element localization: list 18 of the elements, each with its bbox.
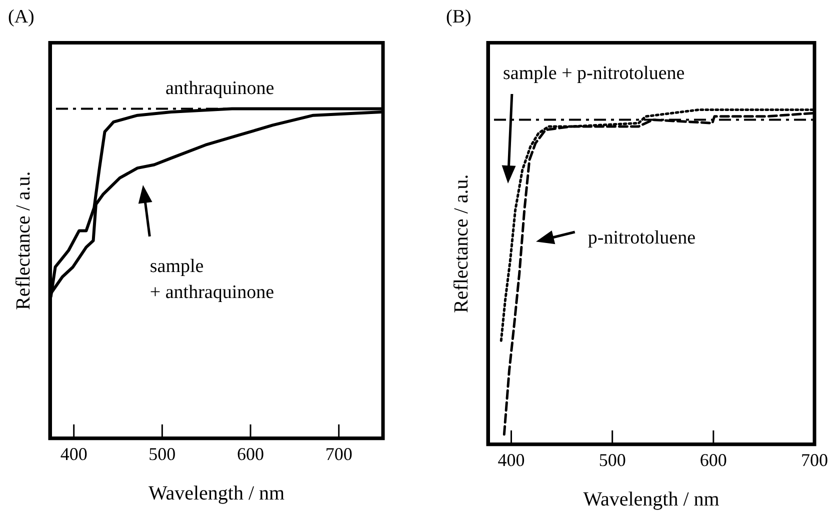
x-tick-label: 700 bbox=[325, 444, 352, 464]
x-tick-label: 500 bbox=[148, 444, 176, 464]
x-tick-label: 400 bbox=[498, 450, 525, 470]
text: sample + p-nitrotoluene bbox=[503, 62, 685, 84]
x-tick-label: 600 bbox=[237, 444, 264, 464]
chart-title: (B) bbox=[446, 6, 472, 28]
chart-title: (A) bbox=[8, 6, 34, 28]
x-axis-title: Wavelength / nm bbox=[583, 488, 720, 510]
x-tick-label: 700 bbox=[801, 450, 828, 470]
x-axis-title: Wavelength / nm bbox=[148, 482, 286, 504]
text: anthraquinone bbox=[165, 78, 274, 100]
y-axis-title: Reflectance / a.u. bbox=[12, 171, 34, 310]
y-axis-title: Reflectance / a.u. bbox=[450, 174, 472, 314]
x-tick-label: 600 bbox=[700, 450, 727, 470]
annotation: sample + anthraquinone bbox=[150, 256, 274, 304]
x-tick-label: 500 bbox=[598, 450, 626, 470]
x-tick-label: 400 bbox=[60, 444, 88, 464]
annotation: p-nitrotoluene bbox=[588, 228, 696, 249]
